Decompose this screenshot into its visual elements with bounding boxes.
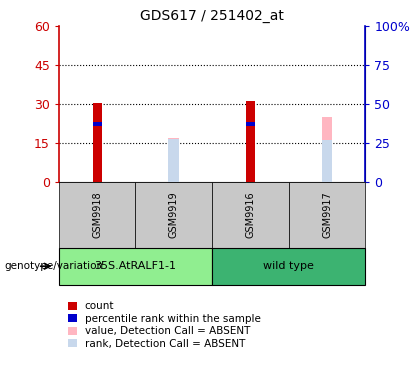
Text: genotype/variation: genotype/variation	[4, 261, 103, 271]
Text: wild type: wild type	[263, 261, 314, 271]
Bar	[168, 138, 179, 182]
Bar	[246, 101, 255, 182]
Text: GSM9916: GSM9916	[245, 192, 255, 238]
Bar	[246, 122, 255, 126]
Text: GSM9918: GSM9918	[92, 192, 102, 238]
Legend: count, percentile rank within the sample, value, Detection Call = ABSENT, rank, : count, percentile rank within the sample…	[64, 297, 265, 353]
Bar	[168, 139, 179, 182]
Title: GDS617 / 251402_at: GDS617 / 251402_at	[140, 9, 284, 23]
Bar	[92, 102, 102, 182]
Bar	[92, 122, 102, 126]
Text: GSM9919: GSM9919	[169, 192, 179, 238]
Text: 35S.AtRALF1-1: 35S.AtRALF1-1	[94, 261, 176, 271]
Bar	[322, 140, 333, 182]
Bar	[322, 117, 333, 182]
Text: GSM9917: GSM9917	[322, 192, 332, 238]
